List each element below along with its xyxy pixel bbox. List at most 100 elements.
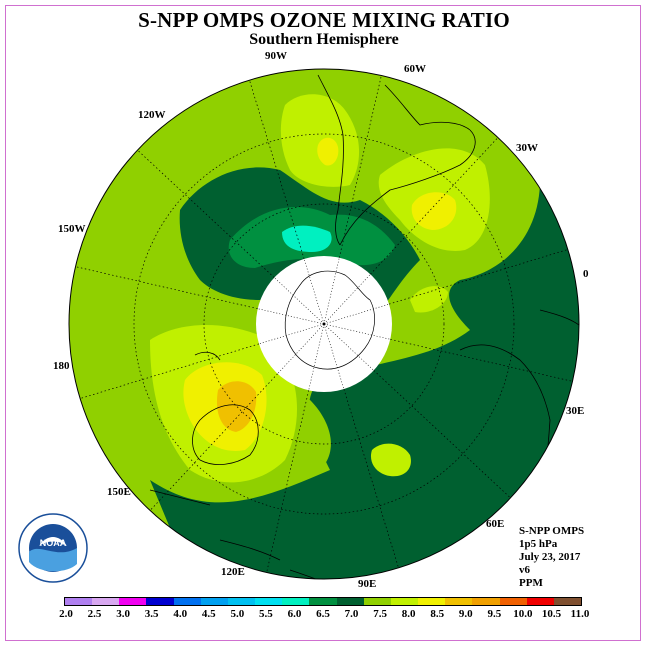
- meridian-line: [80, 343, 260, 399]
- colorbar-tick-label: 4.5: [201, 608, 216, 620]
- inner-meridian-line: [258, 323, 325, 345]
- colorbar-tick-label: 9.5: [487, 608, 502, 620]
- meridian-line: [266, 390, 310, 573]
- info-date: July 23, 2017: [519, 551, 581, 563]
- colorbar-tick-label: 9.0: [458, 608, 473, 620]
- colorbar-tick-label: 7.0: [344, 608, 359, 620]
- info-units: PPM: [519, 577, 543, 589]
- meridian-label-180: 180: [53, 360, 70, 372]
- meridian-line: [338, 75, 382, 258]
- colorbar-tick-label: 3.5: [144, 608, 159, 620]
- colorbar-swatch: [418, 598, 446, 605]
- inner-meridian-line: [323, 303, 390, 325]
- colorbar-swatch: [309, 598, 337, 605]
- meridian-label-90e: 90E: [358, 578, 377, 590]
- inner-meridian-line: [323, 257, 340, 325]
- meridian-label-60w: 60W: [404, 63, 426, 75]
- inner-meridian-line: [323, 323, 391, 340]
- field-yellow-n: [317, 137, 339, 166]
- meridian-label-30e: 30E: [566, 405, 585, 417]
- inner-meridian-line: [277, 323, 325, 374]
- meridian-label-0: 0: [583, 268, 589, 280]
- antarctica-outline: [284, 270, 375, 370]
- colorbar-swatch: [282, 598, 310, 605]
- antarctica: [284, 270, 375, 370]
- colorbar-swatch: [526, 598, 554, 605]
- inner-meridian-line: [274, 277, 325, 325]
- meridian-label-30w: 30W: [516, 142, 538, 154]
- new-zealand-outline: [194, 351, 221, 361]
- inner-meridian-line: [257, 308, 325, 325]
- field-dark-east: [150, 180, 579, 579]
- colorbar-swatch: [227, 598, 256, 605]
- colorbar-tick-label: 7.5: [373, 608, 387, 620]
- page-title: S-NPP OMPS OZONE MIXING RATIO: [138, 8, 510, 32]
- colorbar-swatch: [553, 598, 581, 605]
- south-pole-point: [322, 322, 326, 326]
- colorbar-swatch: [499, 598, 527, 605]
- meridian-line: [249, 80, 305, 260]
- inner-meridian-line: [323, 323, 345, 390]
- meridian-label-60e: 60E: [486, 518, 505, 530]
- colorbar-tick-label: 3.0: [116, 608, 130, 620]
- colorbar-swatch: [255, 598, 283, 605]
- logo-text: NOAA: [40, 538, 67, 548]
- field-orange-sw: [216, 381, 257, 432]
- meridian-line: [370, 137, 499, 275]
- field-yellow-ne: [411, 192, 457, 230]
- field-yellowgreen-e: [410, 286, 448, 313]
- field-yellowgreen-se: [370, 443, 411, 477]
- colorbar-tick-label: 8.0: [401, 608, 416, 620]
- info-block: S-NPP OMPS 1p5 hPa July 23, 2017 v6 PPM: [519, 525, 584, 590]
- meridian-label-150e: 150E: [107, 486, 131, 498]
- colorbar-swatch: [65, 598, 93, 605]
- colorbar-swatch: [119, 598, 147, 605]
- colorbar-tick-label: 6.0: [287, 608, 302, 620]
- colorbar-tick-label: 10.5: [541, 608, 562, 620]
- meridian-line: [75, 266, 258, 310]
- colorbar-swatch: [445, 598, 473, 605]
- inner-meridian-line: [303, 258, 325, 325]
- meridian-label-120w: 120W: [138, 109, 166, 121]
- indonesia-outline: [149, 489, 331, 579]
- page-frame: [5, 5, 641, 641]
- meridian-label-150w: 150W: [58, 223, 86, 235]
- colorbar-tick-label: 6.5: [316, 608, 330, 620]
- meridian-label-120e: 120E: [221, 566, 245, 578]
- colorbar-tick-label: 5.5: [259, 608, 273, 620]
- info-instrument: S-NPP OMPS: [519, 525, 585, 537]
- colorbar-swatch: [200, 598, 228, 605]
- south-america-outline: [317, 74, 476, 246]
- logo-wave: [29, 548, 77, 572]
- inner-meridian-line: [323, 323, 374, 371]
- colorbar-swatch: [173, 598, 201, 605]
- field-yellowgreen-north: [280, 94, 360, 187]
- colorbar-tick-label: 2.5: [87, 608, 102, 620]
- latitude-circle-inner: [203, 203, 445, 445]
- meridian-line: [390, 338, 573, 382]
- colorbar-tick-label: 4.0: [173, 608, 188, 620]
- meridian-line: [137, 149, 275, 278]
- colorbar-tick-label: 5.0: [230, 608, 245, 620]
- colorbar-tick-label: 11.0: [570, 608, 590, 620]
- logo-bird: [39, 537, 67, 546]
- australia-outline: [192, 404, 259, 465]
- colorbar-swatch: [146, 598, 174, 605]
- continent-outlines: [149, 74, 579, 579]
- colorbar-swatch: [92, 598, 120, 605]
- colorbar-tick-label: 10.0: [513, 608, 533, 620]
- inner-meridian-line: [323, 274, 371, 325]
- info-version: v6: [519, 564, 530, 576]
- inner-meridian-line: [308, 323, 325, 391]
- colorbar-tick-label: 8.5: [430, 608, 445, 620]
- meridian-label-90w: 90W: [265, 50, 287, 62]
- colorbar-tick-label: 2.0: [59, 608, 73, 620]
- field-cyan: [282, 225, 332, 252]
- graticule: [75, 75, 573, 573]
- colorbar-swatch: [363, 598, 391, 605]
- info-level: 1p5 hPa: [519, 538, 558, 550]
- latitude-circle-outer: [133, 133, 515, 515]
- noaa-logo: NOAA: [18, 513, 88, 583]
- colorbar: [64, 597, 582, 606]
